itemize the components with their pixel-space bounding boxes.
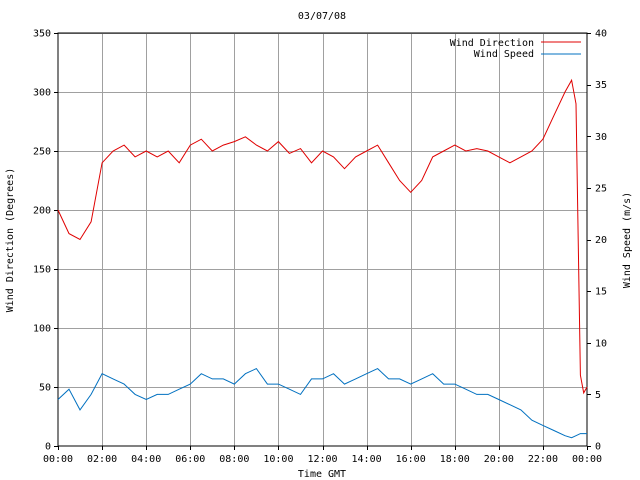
ticks-layer: 00:00 02:00 04:00 06:00 08:00 10:00 12:00 14:00… bbox=[33, 29, 607, 466]
x-tick-label: 04:00 bbox=[131, 454, 161, 465]
y-tick-label-right: 15 bbox=[595, 287, 607, 298]
y-tick-label-right: 25 bbox=[595, 183, 607, 194]
x-tick-label: 18:00 bbox=[440, 454, 470, 465]
plot-frame bbox=[57, 32, 588, 447]
legend-label-wind-direction: Wind Direction bbox=[450, 38, 534, 49]
y-axis-label-left: Wind Direction (Degrees) bbox=[5, 168, 16, 313]
series-layer bbox=[57, 78, 588, 439]
series-line-wind-speed bbox=[57, 367, 587, 439]
y-tick-label-right: 35 bbox=[595, 80, 607, 91]
x-tick-label: 20:00 bbox=[484, 454, 514, 465]
x-tick-label: 00:00 bbox=[572, 454, 602, 465]
x-tick-label: 00:00 bbox=[43, 454, 73, 465]
x-tick-label: 12:00 bbox=[307, 454, 337, 465]
x-tick-label: 16:00 bbox=[396, 454, 426, 465]
x-tick-label: 22:00 bbox=[528, 454, 558, 465]
y-tick-label-right: 30 bbox=[595, 132, 607, 143]
y-axis-label-right: Wind Speed (m/s) bbox=[622, 192, 633, 288]
legend-label-wind-speed: Wind Speed bbox=[474, 49, 534, 60]
x-tick-label: 14:00 bbox=[352, 454, 382, 465]
y-tick-label-left: 50 bbox=[39, 383, 51, 394]
x-tick-label: 10:00 bbox=[263, 454, 293, 465]
y-tick-label-right: 40 bbox=[595, 29, 607, 40]
series-line-wind-direction bbox=[57, 78, 588, 395]
y-tick-label-right: 10 bbox=[595, 338, 607, 349]
grid-layer bbox=[58, 33, 587, 446]
y-tick-label-left: 250 bbox=[33, 147, 51, 158]
y-tick-label-left: 300 bbox=[33, 88, 51, 99]
x-tick-label: 02:00 bbox=[87, 454, 117, 465]
y-tick-label-right: 20 bbox=[595, 235, 607, 246]
y-tick-label-right: 0 bbox=[595, 442, 601, 453]
y-tick-label-left: 350 bbox=[33, 29, 51, 40]
x-tick-label: 06:00 bbox=[175, 454, 205, 465]
y-tick-label-right: 5 bbox=[595, 390, 601, 401]
y-tick-label-left: 200 bbox=[33, 206, 51, 217]
x-axis-label: Time GMT bbox=[298, 469, 346, 480]
chart-title: 03/07/08 bbox=[298, 11, 346, 22]
y-tick-label-left: 150 bbox=[33, 265, 51, 276]
legend: Wind Direction Wind Speed bbox=[450, 38, 581, 60]
y-tick-label-left: 0 bbox=[45, 442, 51, 453]
y-tick-label-left: 100 bbox=[33, 324, 51, 335]
x-tick-label: 08:00 bbox=[219, 454, 249, 465]
